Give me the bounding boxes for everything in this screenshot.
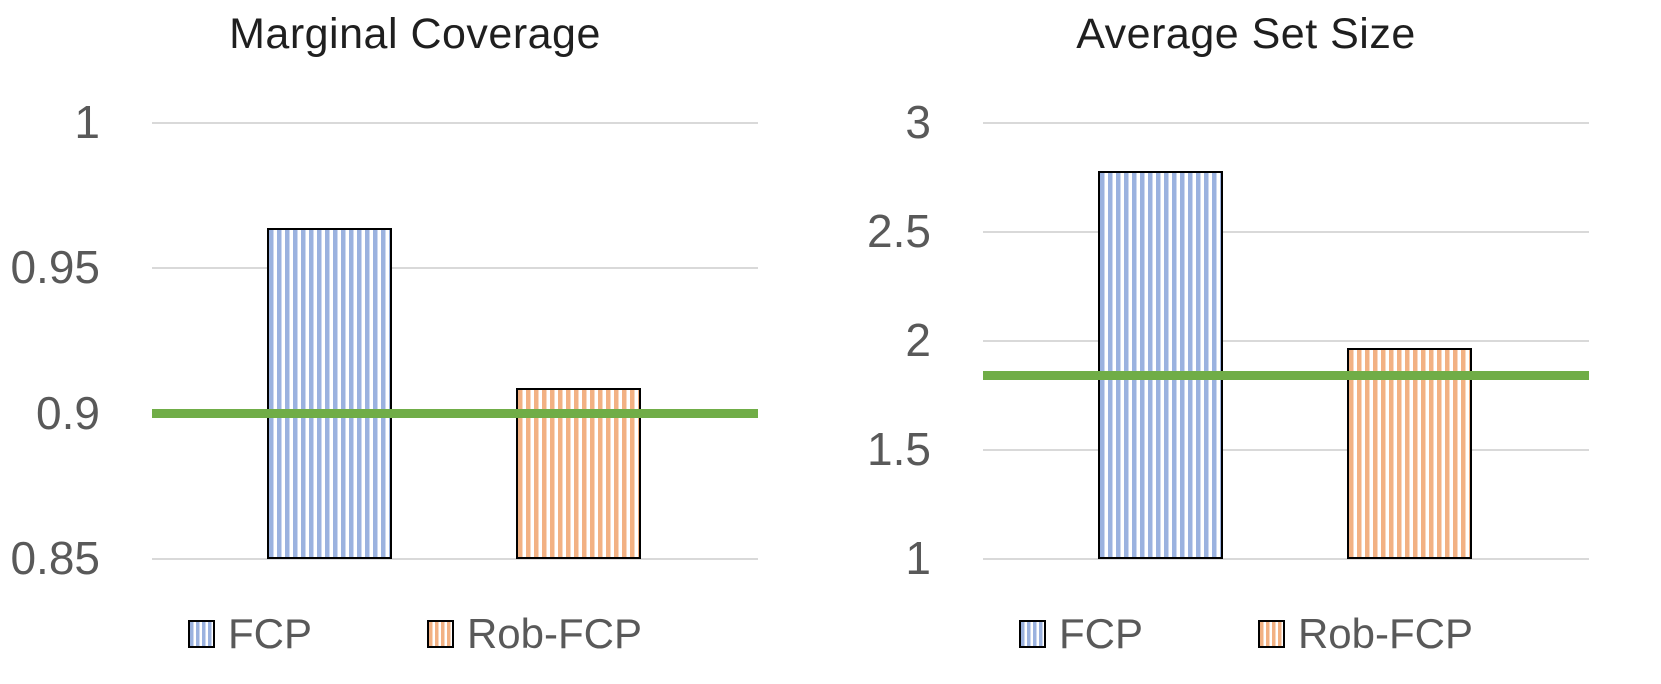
legend-label: FCP xyxy=(227,610,312,657)
legend-label: Rob-FCP xyxy=(466,610,643,657)
gridline xyxy=(983,558,1589,560)
target-line xyxy=(983,371,1589,381)
gridline xyxy=(152,122,758,124)
plot-area xyxy=(152,122,758,560)
legend: FCP Rob-FCP xyxy=(0,602,830,666)
chart-title: Average Set Size xyxy=(1076,10,1416,58)
chart-marginal-coverage: Marginal Coverage FCP Rob-FCP 1 0.95 0.9 0.… xyxy=(0,0,830,684)
y-axis-tick-label: 3 xyxy=(905,95,931,148)
target-line xyxy=(152,409,758,419)
chart-average-set-size: Average Set Size FCP Rob-FCP 3 2.5 2 1.5 1 xyxy=(831,0,1661,684)
y-axis-tick-label: 1 xyxy=(74,95,100,148)
y-axis-tick-label: 2 xyxy=(905,313,931,366)
rob-fcp-swatch-icon xyxy=(426,620,454,648)
fcp-swatch-icon xyxy=(1018,620,1046,648)
bar-rob-fcp xyxy=(1347,347,1472,559)
y-axis-tick-label: 1 xyxy=(905,531,931,584)
y-axis-tick-label: 2.5 xyxy=(867,204,931,257)
legend-item-rob-fcp: Rob-FCP xyxy=(426,610,643,658)
gridline xyxy=(152,558,758,560)
y-axis-tick-label: 0.95 xyxy=(10,241,100,294)
plot-area xyxy=(983,122,1589,560)
bar-fcp xyxy=(1098,170,1223,559)
legend-item-fcp: FCP xyxy=(1018,610,1143,658)
gridline xyxy=(152,267,758,270)
legend-label: FCP xyxy=(1058,610,1143,657)
gridline xyxy=(983,340,1589,342)
legend-label: Rob-FCP xyxy=(1297,610,1474,657)
y-axis-tick-label: 0.9 xyxy=(36,386,100,439)
y-axis-tick-label: 0.85 xyxy=(10,531,100,584)
bar-fcp xyxy=(267,227,392,559)
y-axis-tick-label: 1.5 xyxy=(867,422,931,475)
legend: FCP Rob-FCP xyxy=(831,602,1661,666)
gridline xyxy=(983,231,1589,233)
legend-item-rob-fcp: Rob-FCP xyxy=(1257,610,1474,658)
chart-title: Marginal Coverage xyxy=(229,10,601,58)
gridline xyxy=(983,122,1589,124)
fcp-swatch-icon xyxy=(187,620,215,648)
rob-fcp-swatch-icon xyxy=(1257,620,1285,648)
gridline xyxy=(983,449,1589,451)
legend-item-fcp: FCP xyxy=(187,610,312,658)
